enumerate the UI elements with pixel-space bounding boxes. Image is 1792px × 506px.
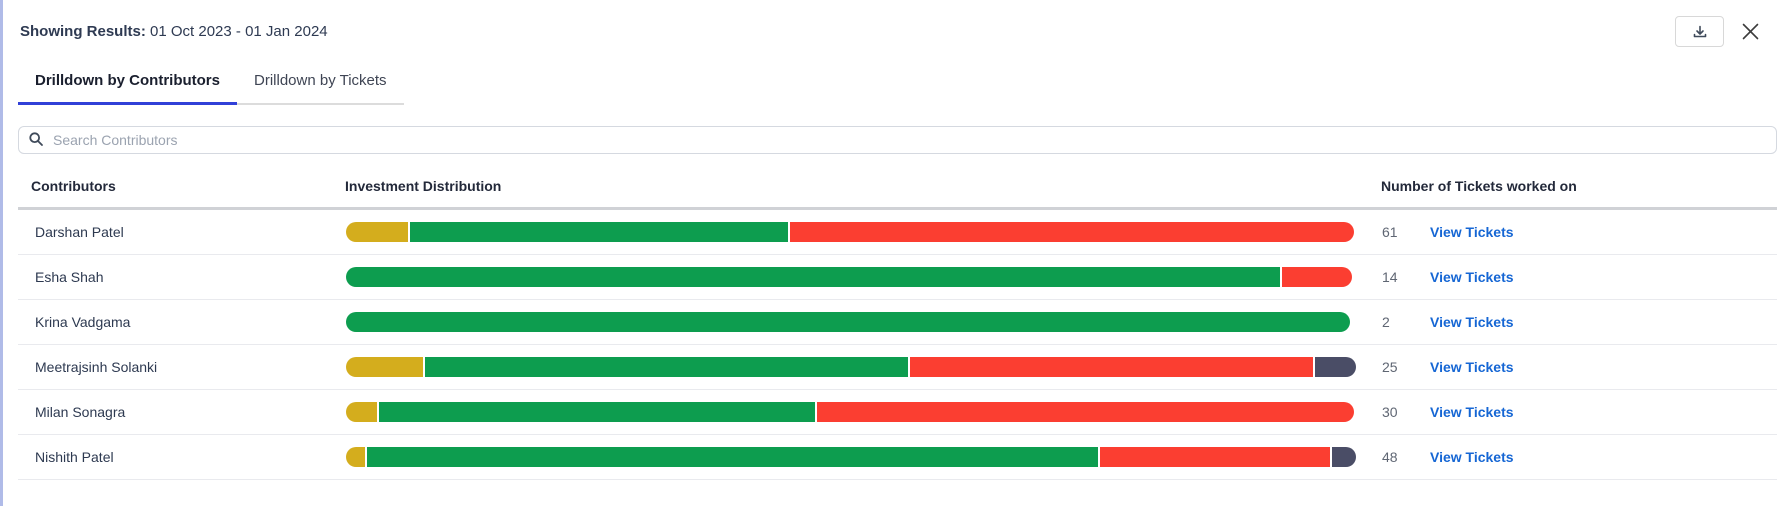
- bar-segment-red: [1281, 266, 1352, 287]
- download-button[interactable]: [1675, 16, 1724, 47]
- view-tickets-link[interactable]: View Tickets: [1430, 358, 1514, 375]
- bar-segment-yellow: [346, 221, 409, 242]
- bar-segment-green: [367, 446, 1098, 467]
- table-row: Krina Vadgama 2 View Tickets: [18, 300, 1777, 345]
- investment-distribution-cell: [346, 356, 1356, 377]
- bar-segment-red: [910, 356, 1313, 377]
- investment-distribution-cell: [346, 311, 1350, 332]
- bar-segment-red: [816, 401, 1354, 422]
- column-header-contributors: Contributors: [31, 178, 116, 194]
- showing-results-label: Showing Results:: [20, 22, 146, 40]
- view-tickets-link[interactable]: View Tickets: [1430, 448, 1514, 465]
- bar-segment-yellow: [346, 446, 366, 467]
- bar-segment-yellow: [346, 356, 424, 377]
- close-button[interactable]: [1738, 19, 1762, 43]
- date-range: 01 Oct 2023 - 01 Jan 2024: [150, 22, 328, 40]
- bar-segment-green: [346, 266, 1280, 287]
- results-header: Showing Results: 01 Oct 2023 - 01 Jan 20…: [0, 0, 1792, 46]
- bar-segment-dark: [1314, 356, 1356, 377]
- contributor-name: Darshan Patel: [35, 223, 124, 240]
- bar-segment-dark: [1331, 446, 1356, 467]
- investment-bar: [346, 401, 1354, 422]
- investment-bar: [346, 266, 1352, 287]
- table-row: Milan Sonagra 30 View Tickets: [18, 390, 1777, 435]
- investment-distribution-cell: [346, 266, 1352, 287]
- view-tickets-link[interactable]: View Tickets: [1430, 403, 1514, 420]
- tab-drilldown-by-contributors[interactable]: Drilldown by Contributors: [18, 62, 237, 105]
- bar-segment-red: [789, 221, 1354, 242]
- investment-bar: [346, 446, 1356, 467]
- contributor-name: Meetrajsinh Solanki: [35, 358, 158, 375]
- tickets-count: 14: [1382, 268, 1398, 285]
- bar-segment-green: [346, 311, 1350, 332]
- contributor-name: Nishith Patel: [35, 448, 114, 465]
- bar-segment-red: [1099, 446, 1330, 467]
- tickets-count: 61: [1382, 223, 1398, 240]
- showing-results-text: Showing Results: 01 Oct 2023 - 01 Jan 20…: [20, 23, 328, 40]
- column-header-investment-distribution: Investment Distribution: [345, 178, 502, 194]
- investment-bar: [346, 356, 1356, 377]
- view-tickets-link[interactable]: View Tickets: [1430, 268, 1514, 285]
- table-row: Meetrajsinh Solanki 25 View Tickets: [18, 345, 1777, 390]
- tickets-count: 2: [1382, 313, 1390, 330]
- tickets-count: 25: [1382, 358, 1398, 375]
- tickets-count: 48: [1382, 448, 1398, 465]
- contributor-name: Esha Shah: [35, 268, 104, 285]
- search-input[interactable]: [18, 125, 1777, 154]
- contributor-name: Milan Sonagra: [35, 403, 126, 420]
- download-icon: [1692, 24, 1708, 40]
- investment-distribution-cell: [346, 401, 1354, 422]
- table-header-row: Contributors Investment Distribution Num…: [18, 166, 1777, 210]
- contributors-table: Contributors Investment Distribution Num…: [18, 166, 1777, 480]
- view-tickets-link[interactable]: View Tickets: [1430, 223, 1514, 240]
- investment-distribution-cell: [346, 221, 1354, 242]
- bar-segment-yellow: [346, 401, 378, 422]
- tab-bar: Drilldown by Contributors Drilldown by T…: [18, 62, 404, 105]
- table-row: Esha Shah 14 View Tickets: [18, 255, 1777, 300]
- search-bar: [18, 125, 1777, 154]
- close-icon: [1741, 22, 1760, 41]
- investment-bar: [346, 221, 1354, 242]
- tickets-count: 30: [1382, 403, 1398, 420]
- contributor-name: Krina Vadgama: [35, 313, 131, 330]
- tab-drilldown-by-tickets[interactable]: Drilldown by Tickets: [237, 62, 404, 105]
- column-header-tickets-worked-on: Number of Tickets worked on: [1381, 178, 1577, 194]
- bar-segment-green: [410, 221, 788, 242]
- table-row: Darshan Patel 61 View Tickets: [18, 210, 1777, 255]
- view-tickets-link[interactable]: View Tickets: [1430, 313, 1514, 330]
- table-row: Nishith Patel 48 View Tickets: [18, 435, 1777, 480]
- panel-left-edge: [0, 0, 3, 506]
- investment-distribution-cell: [346, 446, 1356, 467]
- bar-segment-green: [379, 401, 815, 422]
- investment-bar: [346, 311, 1350, 332]
- bar-segment-green: [425, 356, 909, 377]
